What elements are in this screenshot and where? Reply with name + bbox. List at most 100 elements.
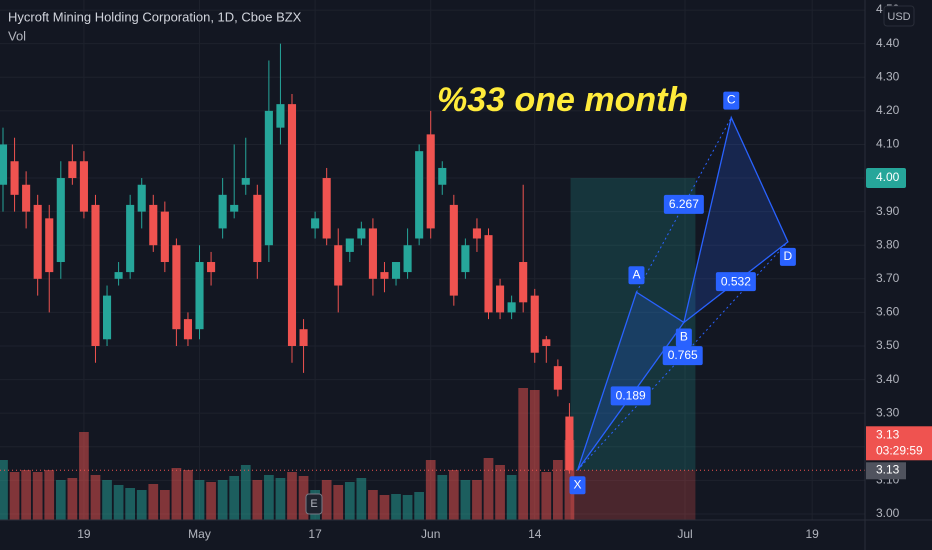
candle-body	[218, 194, 227, 229]
entry-badge-label: 3.13	[876, 462, 900, 476]
x-tick-label: 19	[77, 527, 91, 541]
volume-bar	[529, 390, 540, 520]
y-tick-label: 4.30	[876, 69, 900, 83]
volume-bar	[553, 460, 563, 520]
earnings-marker[interactable]	[305, 493, 323, 515]
volume-bar	[333, 485, 344, 520]
candle-body	[22, 184, 31, 212]
point-label: B	[680, 330, 688, 344]
volume-bar	[252, 480, 263, 520]
currency-box[interactable]	[883, 5, 915, 27]
countdown-label: 03:29:59	[876, 443, 923, 457]
volume	[0, 388, 575, 520]
candle-body	[276, 104, 285, 128]
candle-body	[380, 272, 389, 279]
candle-body	[79, 161, 88, 212]
candle-body	[530, 295, 539, 353]
volume-bar	[321, 480, 332, 520]
ratio-label: 0.189	[616, 389, 646, 403]
volume-bar	[298, 476, 309, 520]
volume-bar	[67, 478, 78, 520]
position-box	[570, 178, 696, 520]
candle-body	[149, 204, 158, 246]
candle-body	[230, 204, 239, 212]
volume-bar	[206, 482, 216, 520]
candle-body	[461, 245, 470, 273]
volume-bar	[44, 470, 55, 520]
x-tick-label: Jul	[677, 527, 692, 541]
y-tick-label: 3.00	[876, 506, 900, 520]
stop-zone	[570, 470, 696, 520]
annotation: %33 one month	[437, 81, 688, 119]
earnings-icon[interactable]: E	[310, 498, 317, 510]
volume-bar	[171, 468, 182, 520]
volume-bar	[9, 472, 20, 520]
harmonic-pattern: 0.189 6.267 0.532 0.765 X A B C D	[569, 91, 796, 495]
volume-bar	[229, 476, 240, 520]
x-tick-label: 17	[308, 527, 322, 541]
candle-body	[299, 329, 308, 346]
candle-body	[507, 302, 516, 313]
ratio-box	[663, 194, 704, 214]
y-tick-label: 3.30	[876, 405, 900, 419]
x-tick-label: 19	[805, 527, 819, 541]
ratio-label: 0.765	[668, 348, 698, 362]
target-badge	[866, 168, 906, 189]
volume-bar	[240, 465, 251, 520]
candle-body	[287, 104, 297, 346]
candle-body	[137, 184, 146, 212]
y-tick-label: 4.10	[876, 137, 900, 151]
volume-bar	[483, 458, 494, 520]
y-tick-label: 3.70	[876, 271, 900, 285]
volume-bar	[506, 475, 517, 520]
x-tick-label: 14	[528, 527, 542, 541]
candle-body	[102, 295, 112, 340]
candle-body	[345, 238, 354, 252]
volume-bar	[55, 480, 66, 520]
candle-body	[0, 144, 8, 185]
volume-bar	[472, 480, 482, 520]
candle-body	[33, 204, 42, 279]
candle-body	[519, 262, 528, 303]
candle-body	[565, 416, 574, 471]
candle-body	[391, 262, 401, 279]
candle-body	[91, 204, 100, 346]
y-tick-label: 3.80	[876, 237, 900, 251]
volume-bar	[391, 494, 401, 520]
entry-badge	[866, 462, 906, 480]
volume-bar	[32, 472, 43, 520]
volume-bar	[287, 472, 297, 520]
ratio-box	[610, 386, 651, 406]
candle-body	[45, 218, 54, 273]
currency[interactable]: USD	[887, 11, 910, 23]
candle-body	[183, 319, 193, 340]
volume-bar	[541, 472, 552, 520]
point-label: A	[632, 267, 640, 281]
y-tick-label: 3.60	[876, 305, 900, 319]
volume-bar	[90, 475, 101, 520]
volume-bar	[183, 470, 193, 520]
candle-body	[415, 151, 424, 239]
candle-body	[472, 228, 481, 239]
volume-bar	[79, 432, 89, 520]
volume-bar	[368, 490, 378, 520]
candle-body	[56, 178, 65, 263]
x-tick-label: May	[188, 527, 211, 541]
volume-bar	[194, 480, 205, 520]
volume-bar	[159, 490, 170, 520]
candle-body	[357, 228, 366, 239]
point-box	[779, 247, 796, 266]
x-tick-label: Jun	[421, 527, 440, 541]
volume-bar	[379, 495, 390, 520]
y-tick-label: 3.40	[876, 372, 900, 386]
volume-bar	[518, 388, 529, 520]
target-badge-label: 4.00	[876, 170, 900, 184]
volume-label: Vol	[8, 28, 26, 43]
volume-bar	[0, 460, 8, 520]
point-label: C	[727, 93, 736, 107]
volume-bar	[275, 478, 286, 520]
y-tick-label: 4.20	[876, 103, 900, 117]
